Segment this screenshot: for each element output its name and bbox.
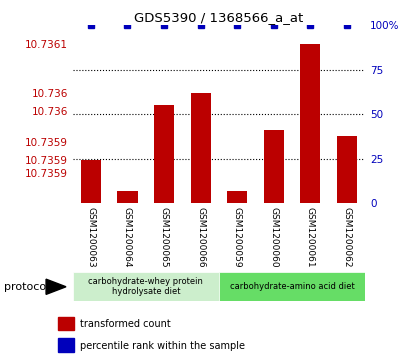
Text: percentile rank within the sample: percentile rank within the sample (80, 340, 245, 351)
Text: GSM1200061: GSM1200061 (306, 207, 315, 268)
Text: carbohydrate-whey protein
hydrolysate diet: carbohydrate-whey protein hydrolysate di… (88, 277, 203, 297)
Text: transformed count: transformed count (80, 319, 171, 329)
Text: GSM1200062: GSM1200062 (342, 207, 352, 267)
Text: carbohydrate-amino acid diet: carbohydrate-amino acid diet (229, 282, 354, 291)
Text: GSM1200065: GSM1200065 (159, 207, 168, 268)
Bar (73, 272, 219, 301)
Bar (227, 191, 247, 203)
Bar (219, 272, 365, 301)
Bar (58, 317, 74, 330)
Title: GDS5390 / 1368566_a_at: GDS5390 / 1368566_a_at (134, 11, 303, 24)
Bar (264, 130, 284, 203)
Bar (337, 136, 357, 203)
Bar (81, 160, 101, 203)
Polygon shape (46, 279, 66, 294)
Text: GSM1200063: GSM1200063 (86, 207, 95, 268)
Bar (190, 93, 211, 203)
Text: GSM1200059: GSM1200059 (233, 207, 242, 268)
Text: protocol: protocol (4, 282, 49, 292)
Bar (117, 191, 137, 203)
Bar (300, 44, 320, 203)
Text: GSM1200064: GSM1200064 (123, 207, 132, 267)
Text: GSM1200066: GSM1200066 (196, 207, 205, 268)
Bar (58, 338, 74, 352)
Bar (154, 105, 174, 203)
Text: GSM1200060: GSM1200060 (269, 207, 278, 268)
